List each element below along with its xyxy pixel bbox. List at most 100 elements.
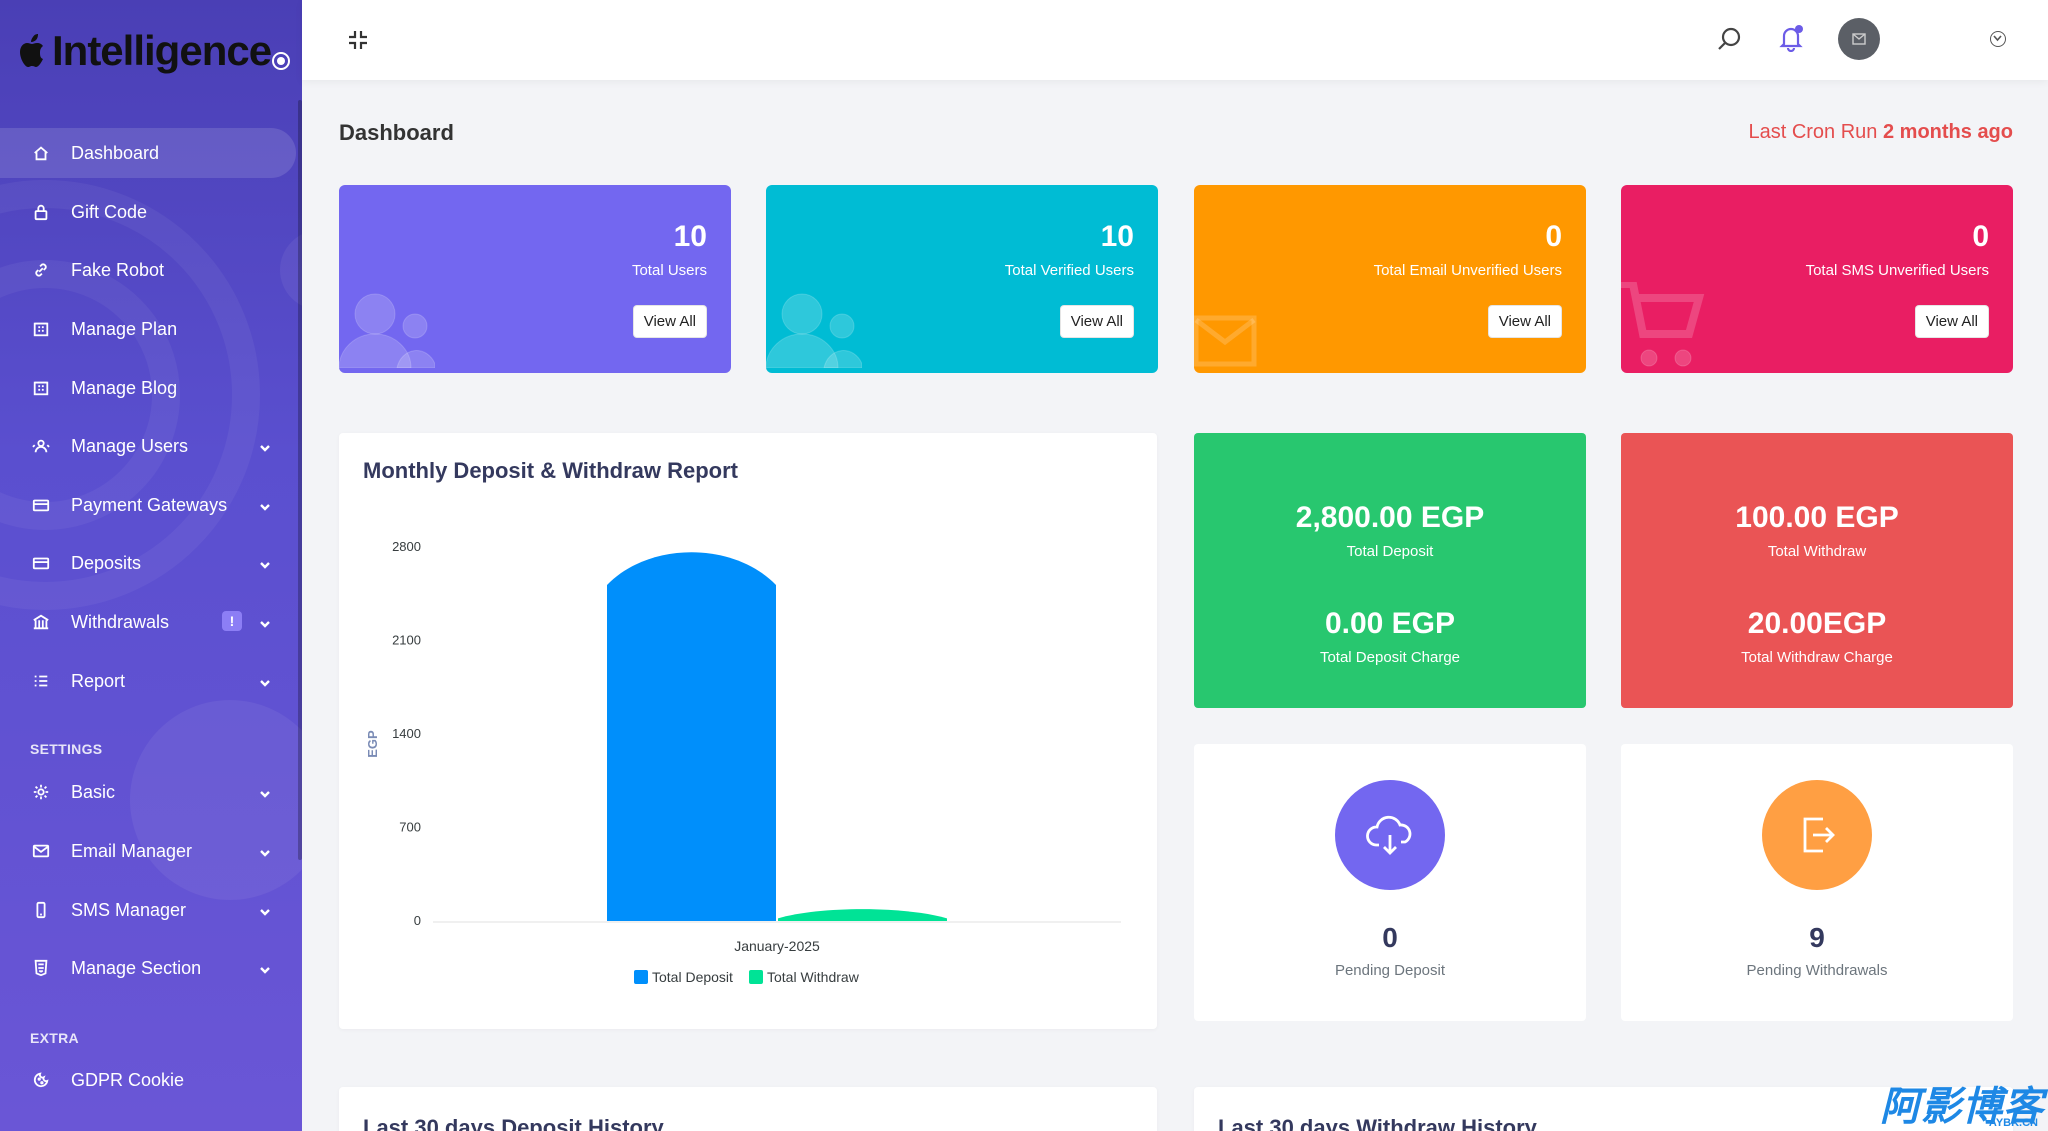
stat-card-total-users: 10 Total Users View All bbox=[339, 185, 731, 373]
list-icon bbox=[31, 671, 51, 691]
chevron-down-icon bbox=[258, 844, 272, 858]
building-icon bbox=[31, 319, 51, 339]
sidebar-item-label: Basic bbox=[71, 781, 116, 802]
deposit-history-panel: Last 30 days Deposit History bbox=[339, 1087, 1157, 1131]
sidebar-item-payment-gateways[interactable]: Payment Gateways bbox=[0, 480, 296, 530]
credit-card-icon bbox=[31, 495, 51, 515]
withdraw-summary-card: 100.00 EGP Total Withdraw 20.00EGP Total… bbox=[1621, 433, 2013, 708]
page-title: Dashboard bbox=[339, 120, 454, 145]
deposit-withdraw-chart-panel: Monthly Deposit & Withdraw Report 0 700 14… bbox=[339, 433, 1157, 1029]
legend-label: Total Deposit bbox=[652, 969, 733, 985]
stat-value: 0 bbox=[1972, 220, 1989, 253]
brand-logo[interactable]: Intelligence bbox=[16, 26, 272, 76]
sidebar-item-gdpr-cookie[interactable]: GDPR Cookie bbox=[0, 1055, 296, 1105]
sidebar-item-label: Report bbox=[71, 670, 126, 691]
sidebar-item-email-manager[interactable]: Email Manager bbox=[0, 826, 296, 876]
sidebar-item-label: Payment Gateways bbox=[71, 494, 228, 515]
total-deposit-label: Total Deposit bbox=[1346, 543, 1434, 560]
credit-card-icon bbox=[31, 553, 51, 573]
building-icon bbox=[31, 378, 51, 398]
chart-bar-total-deposit bbox=[607, 552, 776, 921]
avatar[interactable] bbox=[1838, 18, 1880, 60]
sidebar-item-manage-section[interactable]: Manage Section bbox=[0, 943, 296, 993]
y-tick-label: 2100 bbox=[392, 633, 421, 648]
sidebar-item-sms-manager[interactable]: SMS Manager bbox=[0, 885, 296, 935]
pending-withdraw-label: Pending Withdrawals bbox=[1746, 962, 1888, 979]
watermark-en: AYBK.CN bbox=[1988, 1117, 2038, 1129]
envelope-icon bbox=[1194, 314, 1258, 373]
sidebar-item-manage-plan[interactable]: Manage Plan bbox=[0, 304, 296, 354]
topbar bbox=[302, 0, 2048, 80]
deposit-history-title: Last 30 days Deposit History bbox=[363, 1115, 664, 1131]
view-all-button[interactable]: View All bbox=[1914, 305, 1989, 338]
pending-withdraw-icon-circle bbox=[1762, 780, 1872, 890]
sidebar-pin-toggle[interactable] bbox=[272, 52, 290, 70]
sidebar-item-basic[interactable]: Basic bbox=[0, 767, 296, 817]
withdraw-charge-label: Total Withdraw Charge bbox=[1741, 649, 1893, 666]
sidebar-item-report[interactable]: Report bbox=[0, 656, 296, 706]
sidebar-item-withdrawals[interactable]: Withdrawals! bbox=[0, 597, 296, 647]
y-tick-label: 2800 bbox=[392, 539, 421, 554]
cron-status: Last Cron Run 2 months ago bbox=[1748, 121, 2013, 144]
stat-card-total-email-unverified-users: 0 Total Email Unverified Users View All bbox=[1194, 185, 1586, 373]
sidebar-item-dashboard[interactable]: Dashboard bbox=[0, 128, 296, 178]
chart-title: Monthly Deposit & Withdraw Report bbox=[363, 458, 739, 483]
pending-deposit-card[interactable]: 0 Pending Deposit bbox=[1194, 744, 1586, 1021]
stat-label: Total Verified Users bbox=[1004, 262, 1134, 279]
legend-swatch bbox=[749, 970, 763, 984]
legend-label: Total Withdraw bbox=[767, 969, 860, 985]
sidebar-item-label: SMS Manager bbox=[71, 899, 187, 920]
alert-badge: ! bbox=[222, 611, 242, 631]
site-watermark: 阿影博客 AYBK.CN bbox=[1880, 1083, 2044, 1131]
apple-logo-icon bbox=[20, 34, 43, 67]
fullscreen-exit-button[interactable] bbox=[346, 28, 370, 52]
sidebar-item-label: Dashboard bbox=[71, 142, 160, 163]
cloud-download-icon bbox=[1366, 815, 1412, 855]
sidebar-item-manage-users[interactable]: Manage Users bbox=[0, 421, 296, 471]
sidebar-item-deposits[interactable]: Deposits bbox=[0, 538, 296, 588]
sidebar-item-manage-blog[interactable]: Manage Blog bbox=[0, 363, 296, 413]
sidebar-item-gift-code[interactable]: Gift Code bbox=[0, 187, 296, 237]
cookie-icon bbox=[31, 1070, 51, 1090]
stat-label: Total Users bbox=[631, 262, 707, 279]
total-withdraw-value: 100.00 EGP bbox=[1735, 501, 1899, 534]
stat-value: 10 bbox=[1100, 220, 1134, 253]
deposit-charge-value: 0.00 EGP bbox=[1324, 607, 1456, 640]
stat-value: 0 bbox=[1545, 220, 1562, 253]
x-tick-label: January-2025 bbox=[734, 938, 820, 954]
pending-deposit-label: Pending Deposit bbox=[1334, 962, 1446, 979]
view-all-button[interactable]: View All bbox=[1059, 305, 1134, 338]
brand-name: Intelligence bbox=[52, 27, 272, 74]
bell-icon bbox=[1779, 27, 1803, 53]
sidebar-scrollbar[interactable] bbox=[298, 100, 302, 860]
cron-status-value: 2 months ago bbox=[1882, 121, 2013, 143]
notifications-button[interactable] bbox=[1778, 24, 1804, 53]
sidebar-item-label: Deposits bbox=[71, 552, 142, 573]
sidebar-decoration bbox=[130, 700, 302, 900]
withdraw-history-title: Last 30 days Withdraw History bbox=[1218, 1115, 1537, 1131]
chevron-down-icon bbox=[258, 674, 272, 688]
extra-heading: EXTRA bbox=[30, 1030, 79, 1046]
search-icon bbox=[1718, 27, 1741, 50]
sidebar-item-label: Manage Users bbox=[71, 435, 189, 456]
view-all-button[interactable]: View All bbox=[1487, 305, 1562, 338]
envelope-icon bbox=[31, 841, 51, 861]
watermark-cn: 阿影博客 bbox=[1880, 1085, 2044, 1129]
chevron-down-icon bbox=[258, 498, 272, 512]
withdraw-history-panel: Last 30 days Withdraw History bbox=[1194, 1087, 2013, 1131]
view-all-button[interactable]: View All bbox=[632, 305, 707, 338]
y-tick-label: 700 bbox=[399, 820, 421, 835]
user-menu-toggle[interactable] bbox=[1990, 31, 2006, 47]
sidebar-item-fake-robot[interactable]: Fake Robot bbox=[0, 245, 296, 295]
sidebar: Intelligence Dashboard Gift Code Fake Robo… bbox=[0, 0, 302, 1131]
stat-label: Total SMS Unverified Users bbox=[1805, 262, 1989, 279]
mobile-icon bbox=[31, 900, 51, 920]
sidebar-item-label: Email Manager bbox=[71, 840, 193, 861]
link-icon bbox=[31, 260, 51, 280]
sign-out-icon bbox=[1803, 817, 1835, 853]
stat-card-total-verified-users: 10 Total Verified Users View All bbox=[766, 185, 1158, 373]
deposit-summary-card: 2,800.00 EGP Total Deposit 0.00 EGP Tota… bbox=[1194, 433, 1586, 708]
pending-withdraw-card[interactable]: 9 Pending Withdrawals bbox=[1621, 744, 2013, 1021]
chevron-down-icon bbox=[258, 439, 272, 453]
search-button[interactable] bbox=[1716, 26, 1742, 52]
